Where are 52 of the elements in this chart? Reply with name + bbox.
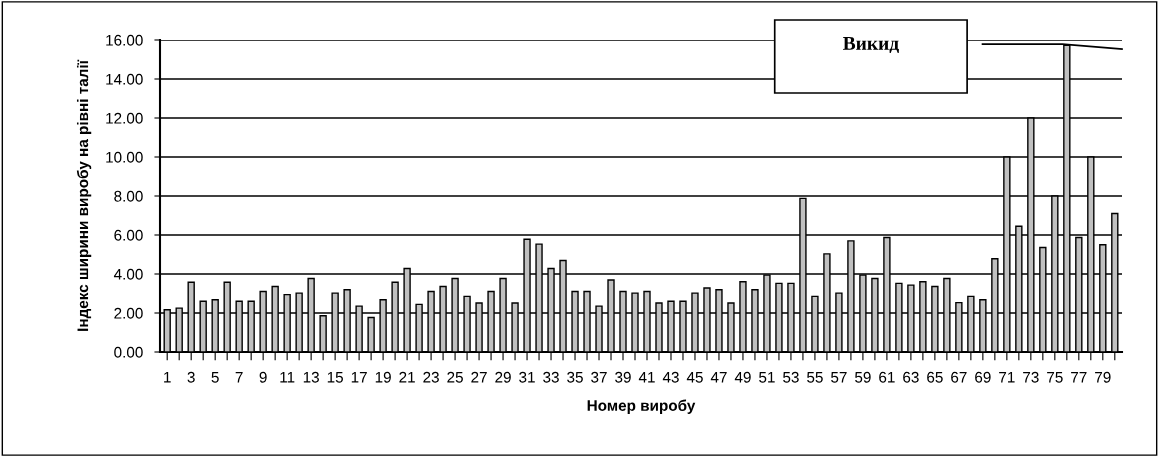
y-tick-label: 4.00 <box>113 268 143 280</box>
x-tick-label: 25 <box>447 371 463 383</box>
x-tick-label: 1 <box>164 372 171 383</box>
x-tick-label: 77 <box>1071 372 1087 383</box>
y-tick-label: 10.00 <box>106 151 143 163</box>
y-tick-label: 0.00 <box>114 346 143 358</box>
y-axis-title: Індекс ширини виробу на рівні талії <box>76 59 92 331</box>
x-tick-label: 47 <box>710 372 727 383</box>
x-tick-label: 61 <box>879 371 895 383</box>
y-tick-label: 2.00 <box>114 307 143 319</box>
x-tick-label: 67 <box>951 371 967 383</box>
x-tick-label: 23 <box>423 371 439 383</box>
x-tick-label: 73 <box>1023 371 1039 383</box>
x-axis-title: Номер виробу <box>587 399 696 414</box>
y-tick-label: 12.00 <box>106 112 143 124</box>
x-tick-label: 57 <box>831 372 847 383</box>
x-tick-label: 13 <box>303 371 319 383</box>
x-tick-label: 49 <box>734 371 751 383</box>
x-tick-label: 71 <box>999 372 1015 383</box>
x-tick-label: 75 <box>1047 372 1063 383</box>
y-tick-label: 16.00 <box>106 34 143 46</box>
x-tick-label: 41 <box>638 372 655 383</box>
x-tick-label: 7 <box>235 372 243 383</box>
x-tick-label: 29 <box>495 371 511 383</box>
x-tick-label: 5 <box>211 372 219 383</box>
x-tick-label: 11 <box>280 372 295 383</box>
y-tick-label: 14.00 <box>106 73 143 85</box>
x-tick-label: 59 <box>855 371 871 383</box>
x-tick-label: 35 <box>567 371 583 383</box>
x-tick-label: 31 <box>519 371 535 383</box>
x-tick-label: 43 <box>662 371 679 383</box>
x-tick-label: 15 <box>327 372 343 383</box>
x-tick-label: 39 <box>615 371 631 383</box>
x-tick-label: 55 <box>807 372 823 383</box>
x-tick-label: 17 <box>351 372 367 383</box>
x-tick-label: 9 <box>259 371 267 383</box>
x-tick-label: 65 <box>927 371 943 383</box>
x-tick-label: 51 <box>759 372 775 383</box>
x-tick-label: 79 <box>1095 371 1111 383</box>
y-tick-label: 6.00 <box>114 229 143 241</box>
x-tick-label: 33 <box>543 371 559 383</box>
x-tick-label: 53 <box>783 371 799 383</box>
x-tick-label: 63 <box>903 371 919 383</box>
y-tick-label: 8.00 <box>114 190 143 202</box>
annotation: Викид <box>843 36 899 54</box>
x-tick-label: 21 <box>399 371 415 383</box>
x-tick-label: 3 <box>187 371 195 383</box>
x-tick-label: 27 <box>471 371 487 383</box>
x-tick-label: 45 <box>686 372 703 383</box>
x-tick-label: 37 <box>591 371 607 383</box>
x-tick-label: 19 <box>375 371 391 383</box>
x-tick-label: 69 <box>975 371 991 383</box>
